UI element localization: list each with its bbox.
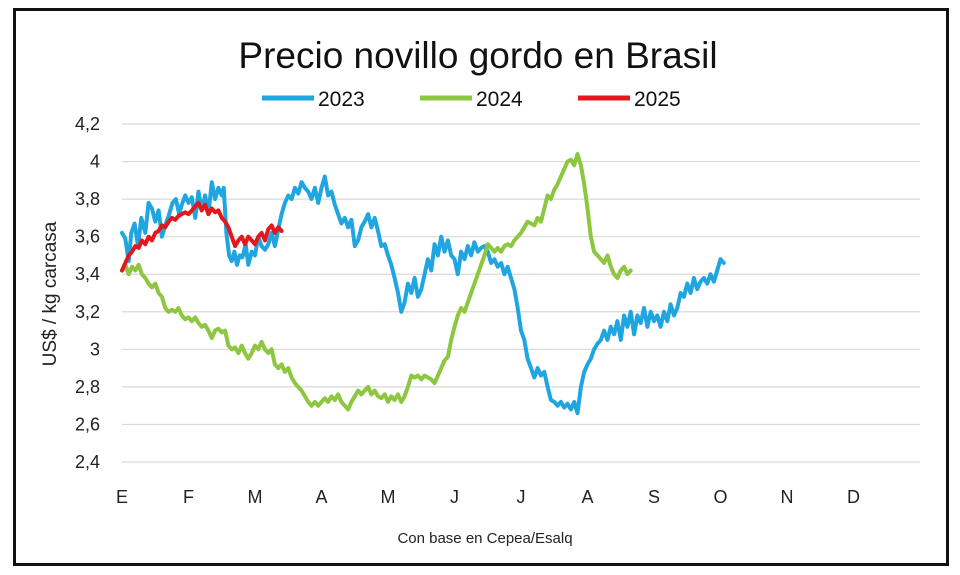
y-tick-label: 3,8: [75, 189, 100, 209]
x-tick-label: J: [517, 487, 526, 507]
x-tick-label: E: [116, 487, 128, 507]
x-tick-label: A: [315, 487, 327, 507]
y-axis-label: US$ / kg carcasa: [40, 221, 61, 366]
x-tick-label: S: [648, 487, 660, 507]
y-tick-label: 3,2: [75, 302, 100, 322]
gridlines: [122, 123, 920, 463]
legend-label-2025: 2025: [634, 88, 681, 111]
y-tick-label: 2,8: [75, 377, 100, 397]
legend-label-2024: 2024: [476, 88, 523, 111]
series-line-2024: [120, 152, 633, 412]
y-axis-ticks: 2,4 2,6 2,8 3 3,2 3,4 3,6 3,8 4 4,2: [75, 114, 100, 472]
series-line-2025: [120, 200, 284, 273]
x-tick-label: M: [381, 487, 396, 507]
y-tick-label: 2,6: [75, 414, 100, 434]
y-tick-label: 2,4: [75, 452, 100, 472]
y-tick-label: 3: [90, 339, 100, 359]
source-note: Con base en Cepea/Esalq: [397, 530, 572, 547]
chart-frame: [13, 8, 949, 566]
legend: 2023 2024 2025: [262, 88, 681, 111]
series-line-2023: [120, 174, 726, 416]
y-tick-label: 3,4: [75, 264, 100, 284]
y-tick-label: 4: [90, 152, 100, 172]
y-tick-label: 4,2: [75, 114, 100, 134]
y-tick-label: 3,6: [75, 227, 100, 247]
x-tick-label: M: [248, 487, 263, 507]
legend-label-2023: 2023: [318, 88, 365, 111]
x-tick-label: J: [450, 487, 459, 507]
x-tick-label: N: [781, 487, 794, 507]
x-tick-label: A: [581, 487, 593, 507]
x-tick-label: O: [713, 487, 727, 507]
chart-title: Precio novillo gordo en Brasil: [238, 35, 717, 76]
x-tick-label: D: [847, 487, 860, 507]
series-lines: [120, 152, 726, 416]
x-tick-label: F: [183, 487, 194, 507]
